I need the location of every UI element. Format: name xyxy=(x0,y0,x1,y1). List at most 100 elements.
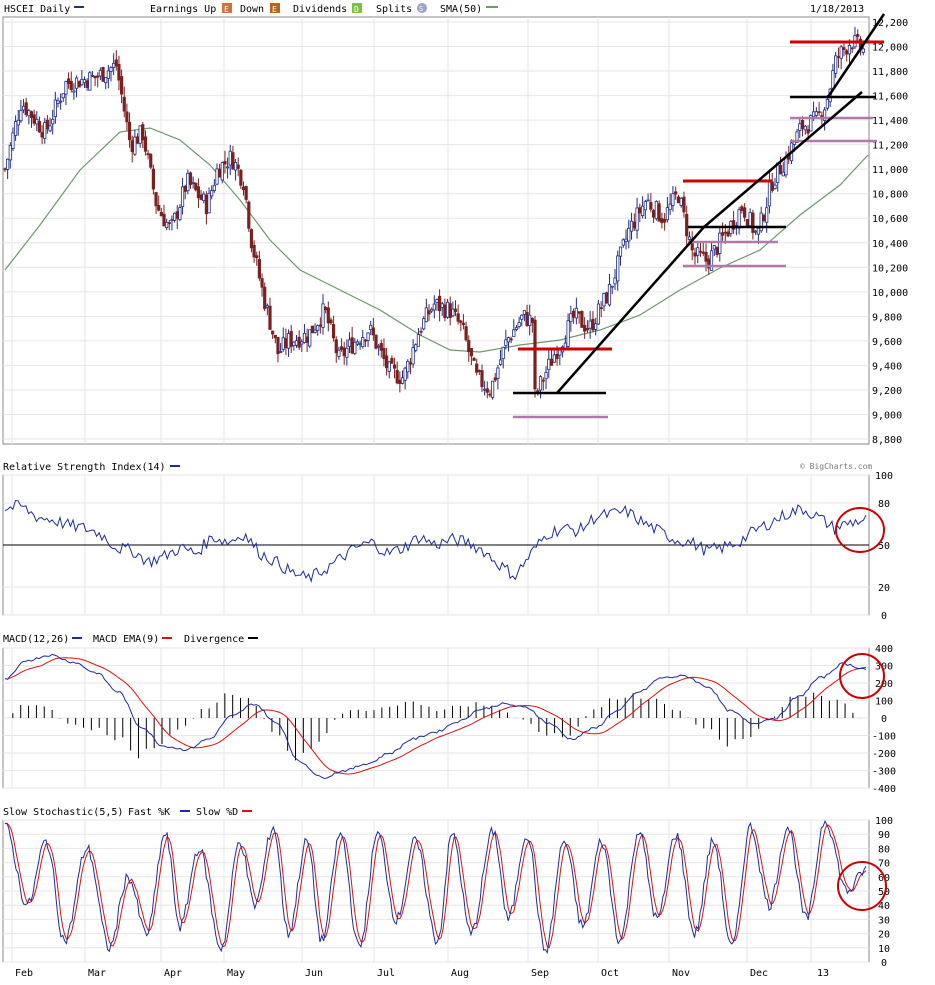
candle-down xyxy=(525,312,529,326)
candle-down xyxy=(682,196,686,213)
candle-up xyxy=(795,131,799,143)
candle-down xyxy=(605,292,609,304)
candle-down xyxy=(638,207,642,214)
trend-line xyxy=(826,13,886,98)
candle-up xyxy=(422,318,426,330)
month-label-nov: Nov xyxy=(672,968,690,979)
candle-down xyxy=(199,194,203,200)
candle-up xyxy=(635,207,639,231)
price-tick: 9,800 xyxy=(872,312,902,323)
candle-up xyxy=(668,203,672,211)
candle-up xyxy=(544,372,548,380)
candle-down xyxy=(390,357,394,364)
dividends-badge xyxy=(352,3,362,13)
candle-up xyxy=(814,111,818,116)
trend-annotations xyxy=(513,13,886,419)
indicator-tick: 30 xyxy=(878,915,890,926)
indicator-tick: 20 xyxy=(878,583,890,594)
candle-up xyxy=(35,119,39,125)
candle-down xyxy=(96,75,100,78)
candle-down xyxy=(257,259,262,279)
stoch-label-a: Slow Stochastic(5,5) xyxy=(3,807,123,818)
candle-up xyxy=(56,100,60,104)
candle-up xyxy=(316,325,320,331)
candle-down xyxy=(723,231,727,234)
candle-down xyxy=(249,229,254,249)
candle-down xyxy=(117,64,121,81)
candle-up xyxy=(8,144,12,161)
price-y-axis: 12,200 12,000 11,800 11,600 11,400 11,200 11,0… xyxy=(872,18,908,446)
fast-k-swatch xyxy=(180,810,190,812)
chart-date: 1/18/2013 xyxy=(810,4,864,15)
indicator-tick: 40 xyxy=(878,901,890,912)
candle-down xyxy=(685,213,689,237)
candle-up xyxy=(563,342,567,349)
candle-down xyxy=(255,255,259,259)
candle-up xyxy=(64,81,68,95)
candle-down xyxy=(850,47,854,50)
candle-down xyxy=(472,357,476,361)
candle-down xyxy=(273,334,277,339)
candle-down xyxy=(167,222,171,224)
candle-up xyxy=(654,201,658,220)
month-label-mar: Mar xyxy=(88,968,106,979)
rsi-line xyxy=(3,500,869,583)
candle-up xyxy=(366,332,370,341)
legend-earnings-down: Down xyxy=(240,4,264,15)
candle-up xyxy=(403,367,407,381)
candle-down xyxy=(93,75,97,79)
candle-up xyxy=(709,250,714,271)
candle-down xyxy=(223,160,227,165)
candle-down xyxy=(577,311,581,314)
candle-up xyxy=(451,308,455,317)
candle-down xyxy=(459,320,463,323)
candle-down xyxy=(836,56,841,58)
candle-down xyxy=(324,307,328,311)
candle-down xyxy=(151,168,155,190)
candle-up xyxy=(498,359,503,365)
price-tick: 8,800 xyxy=(872,435,902,446)
candle-up xyxy=(369,324,373,331)
candle-up xyxy=(712,245,716,250)
candle-up xyxy=(618,246,623,257)
candle-up xyxy=(792,141,796,145)
price-tick: 11,800 xyxy=(872,67,908,78)
candle-down xyxy=(379,343,383,351)
candle-up xyxy=(88,72,92,91)
candle-up xyxy=(345,347,349,358)
indicator-tick: 100 xyxy=(875,471,893,482)
candle-up xyxy=(754,230,758,233)
candle-down xyxy=(583,325,587,332)
candle-up xyxy=(759,212,763,232)
candle-up xyxy=(504,339,508,347)
splits-badge xyxy=(417,3,427,13)
candle-up xyxy=(569,313,573,323)
candle-up xyxy=(781,171,785,177)
candle-down xyxy=(141,124,145,141)
candle-down xyxy=(297,336,301,348)
candle-down xyxy=(469,348,474,357)
candle-up xyxy=(616,255,620,282)
indicator-tick: 80 xyxy=(878,844,890,855)
candle-up xyxy=(607,283,612,306)
candle-down xyxy=(244,186,248,200)
candle-up xyxy=(21,105,26,111)
stoch-grid xyxy=(3,819,869,963)
sma-swatch xyxy=(486,6,498,8)
candle-down xyxy=(326,307,330,324)
price-tick: 10,800 xyxy=(872,190,908,201)
candle-up xyxy=(106,70,110,79)
candle-up xyxy=(98,69,102,77)
candle-down xyxy=(745,219,749,227)
candle-down xyxy=(726,231,730,237)
candle-down xyxy=(660,218,664,224)
candle-up xyxy=(133,136,137,155)
candle-down xyxy=(157,205,161,211)
candle-down xyxy=(477,369,481,372)
macd-panel: MACD(12,26) MACD EMA(9) Divergence 400 30… xyxy=(2,634,896,795)
candle-down xyxy=(806,129,810,134)
candle-up xyxy=(737,209,741,229)
candle-up xyxy=(43,122,47,139)
candle-down xyxy=(120,76,124,95)
